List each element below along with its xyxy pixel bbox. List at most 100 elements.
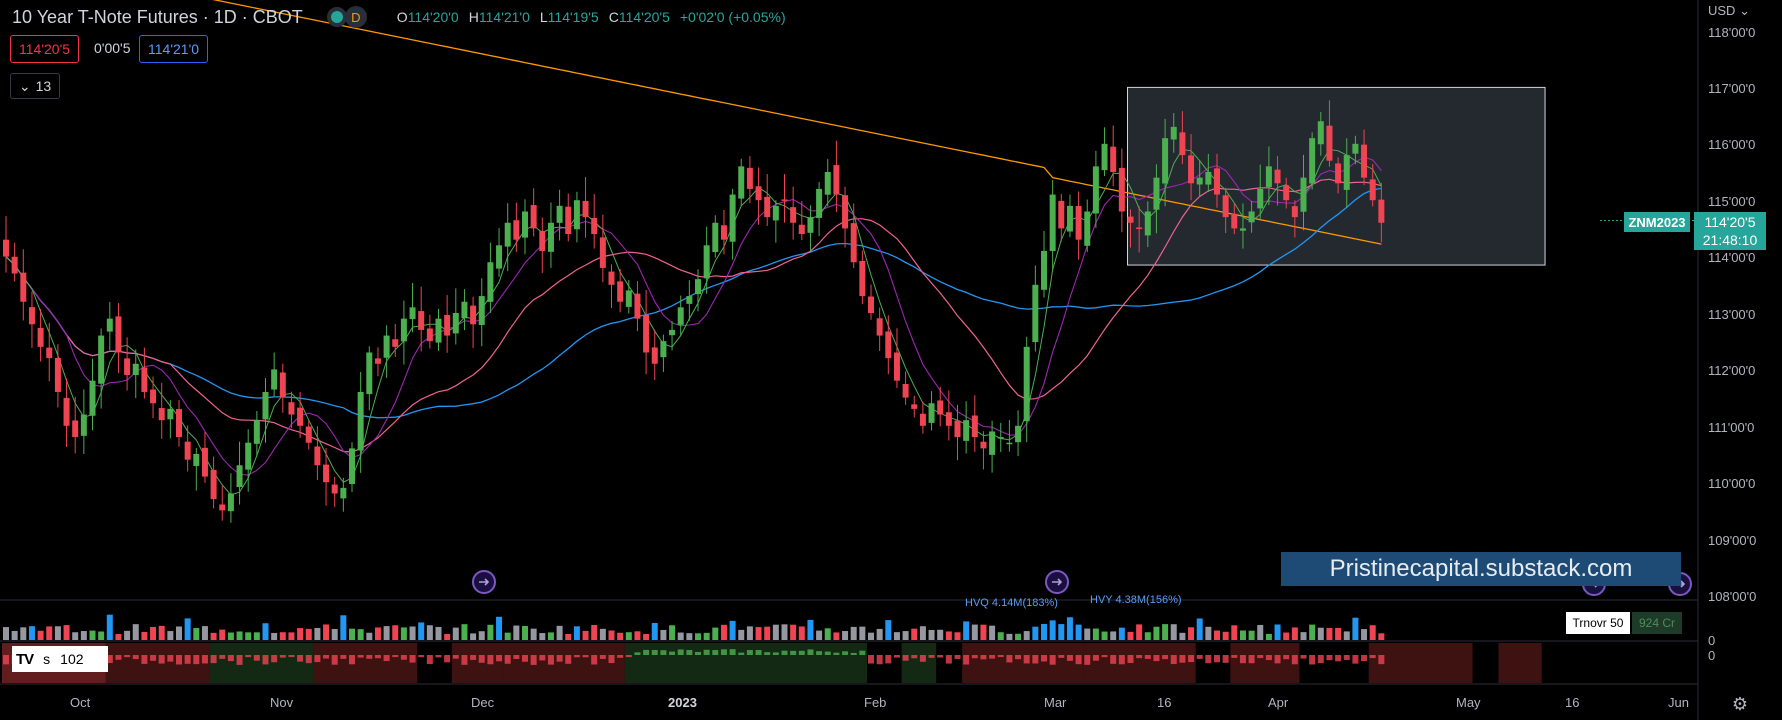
tradingview-logo-icon: TV	[16, 650, 34, 668]
indicator-zone	[503, 643, 625, 683]
indicator-zone	[1083, 643, 1196, 683]
settings-gear-icon[interactable]: ⚙	[1731, 694, 1749, 714]
volume-annotation: HVQ 4.14M(183%)	[965, 597, 1058, 609]
volume-bar	[634, 631, 641, 640]
candle-body	[1231, 213, 1238, 229]
candle-body	[1274, 169, 1281, 184]
candle-body	[314, 446, 321, 466]
chevron-down-icon: ⌄	[18, 77, 31, 94]
volume-bar	[591, 624, 598, 640]
indicator-bar	[513, 655, 520, 660]
indicator-bar	[3, 655, 9, 665]
volume-bar	[504, 632, 511, 640]
candle-body	[928, 403, 935, 423]
price-label: 111'00'0	[1708, 420, 1755, 435]
currency-selector[interactable]: USD ⌄	[1708, 3, 1750, 18]
volume-bar	[547, 632, 554, 640]
indicator-bar	[409, 655, 416, 663]
candle-body	[1352, 143, 1359, 154]
indicator-zone	[624, 643, 867, 683]
turnover-value: 924 Cr	[1632, 612, 1682, 634]
indicators-toggle-button[interactable]: ⌄ 13	[10, 73, 60, 99]
candle-body	[426, 328, 433, 342]
volume-bar	[522, 625, 528, 640]
volume-bar	[478, 631, 485, 640]
volume-bar	[790, 624, 797, 640]
volume-bar	[1283, 632, 1290, 640]
volume-bar	[1231, 625, 1238, 640]
volume-bar	[1222, 631, 1229, 640]
candle-body	[1214, 168, 1220, 195]
indicator-zone	[1368, 643, 1473, 683]
indicator-zone	[209, 643, 314, 683]
volume-bar	[1101, 631, 1108, 640]
volume-bar	[487, 624, 494, 640]
volume-bar	[54, 626, 61, 640]
volume-bar	[1378, 633, 1385, 640]
indicator-bar	[262, 655, 269, 665]
indicator-bar	[599, 655, 606, 659]
indicator-zone	[105, 643, 210, 683]
candle-body	[963, 420, 970, 441]
indicator-bar	[1032, 655, 1039, 664]
symbol-title[interactable]: 10 Year T-Note Futures · 1D · CBOT	[12, 6, 303, 27]
indicator-bar	[772, 652, 779, 655]
candle-body	[954, 420, 961, 438]
volume-bar	[392, 625, 399, 640]
candle-body	[496, 245, 503, 269]
market-status-icon[interactable]	[326, 7, 347, 27]
price-label: 114'00'0	[1708, 250, 1756, 265]
volume-bar	[1058, 624, 1065, 640]
volume-bar	[340, 615, 347, 640]
candle-body	[392, 339, 399, 347]
indicator-legend[interactable]: TV s 102	[12, 646, 108, 672]
candle-body	[201, 447, 208, 477]
candle-body	[150, 389, 157, 404]
indicator-bar	[729, 649, 736, 655]
volume-bar	[1092, 628, 1099, 640]
indicator-zone	[451, 643, 504, 683]
volume-bar	[868, 632, 874, 640]
volume-bar	[677, 632, 684, 640]
indicator-bar	[643, 649, 650, 655]
indicator-bar	[392, 655, 399, 658]
indicator-bar	[868, 655, 874, 664]
indicator-bar	[219, 655, 226, 659]
candle-body	[764, 196, 771, 218]
indicator-zone	[962, 643, 1084, 683]
volume-bar	[1066, 617, 1073, 640]
candle-body	[374, 358, 381, 364]
indicator-bar	[859, 650, 866, 655]
volume-bar	[444, 633, 451, 640]
candle-body	[816, 188, 823, 218]
candle-body	[1110, 146, 1117, 172]
candle-body	[1006, 442, 1013, 445]
volume-bar	[608, 630, 615, 640]
indicator-bar	[573, 655, 580, 658]
candle-body	[833, 165, 840, 195]
candle-body	[115, 316, 122, 353]
indicator-bar	[1335, 655, 1342, 662]
volume-bar	[1170, 624, 1177, 640]
indicator-bar	[1248, 655, 1255, 664]
sell-price-button[interactable]: 114'20'5	[10, 35, 80, 63]
volume-bar	[435, 626, 442, 640]
volume-bar	[945, 631, 952, 640]
candle-body	[357, 391, 364, 451]
volume-bar	[374, 627, 381, 640]
indicator-bar	[1326, 655, 1333, 661]
indicator-bar	[1092, 655, 1099, 661]
buy-price-button[interactable]: 114'21'0	[139, 35, 209, 63]
volume-bar	[954, 632, 961, 640]
indicator-bar	[790, 650, 797, 655]
candle-body	[824, 172, 831, 195]
candle-body	[539, 230, 546, 251]
delayed-data-badge[interactable]: D	[344, 6, 367, 28]
candle-body	[591, 217, 598, 235]
indicator-bar	[1188, 655, 1195, 663]
volume-bar	[1205, 626, 1212, 640]
volume-bar	[366, 632, 373, 640]
candle-body	[919, 413, 926, 426]
time-label: 2023	[668, 695, 697, 710]
